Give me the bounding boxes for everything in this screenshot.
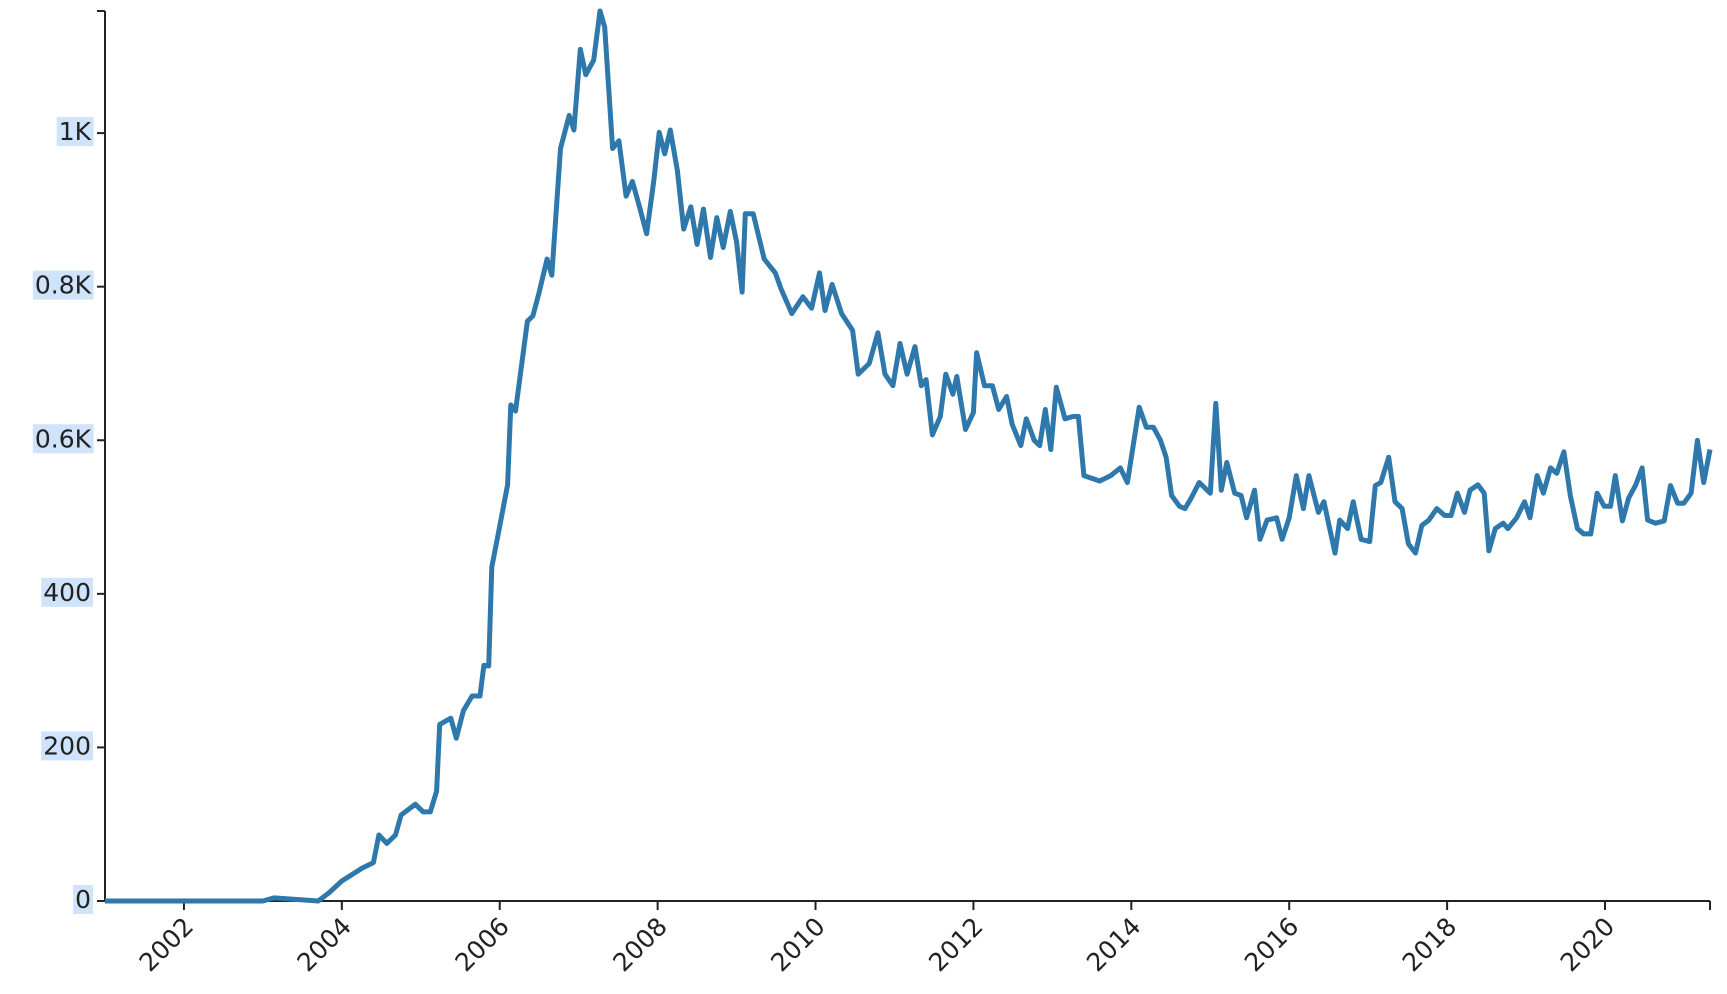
label-highlight (56, 117, 94, 147)
y-tick-label: 400 (43, 578, 91, 607)
x-tick-label: 2002 (134, 912, 199, 977)
y-tick-label: 200 (43, 731, 91, 760)
line (105, 8, 1713, 904)
y-tick-label: 0.8K (35, 271, 92, 300)
label-highlight (41, 731, 93, 761)
x-tick-label: 2018 (1397, 912, 1462, 977)
x-tick-label: 2020 (1555, 912, 1620, 977)
label-highlight (73, 885, 93, 914)
y-tick-label: 1K (59, 117, 92, 146)
label-highlight (32, 270, 94, 300)
label-highlight (41, 577, 93, 607)
x-tick-label: 2008 (607, 912, 672, 977)
label-highlight (32, 424, 94, 454)
x-tick-label: 2014 (1081, 912, 1146, 977)
x-tick-label: 2016 (1239, 912, 1304, 977)
x-tick-label: 2010 (765, 912, 830, 977)
y-tick-label: 0.6K (35, 424, 92, 453)
y-tick-label: 0 (75, 885, 91, 914)
x-tick-label: 2004 (292, 912, 357, 977)
x-tick-label: 2012 (923, 912, 988, 977)
x-tick-label: 2006 (449, 912, 514, 977)
